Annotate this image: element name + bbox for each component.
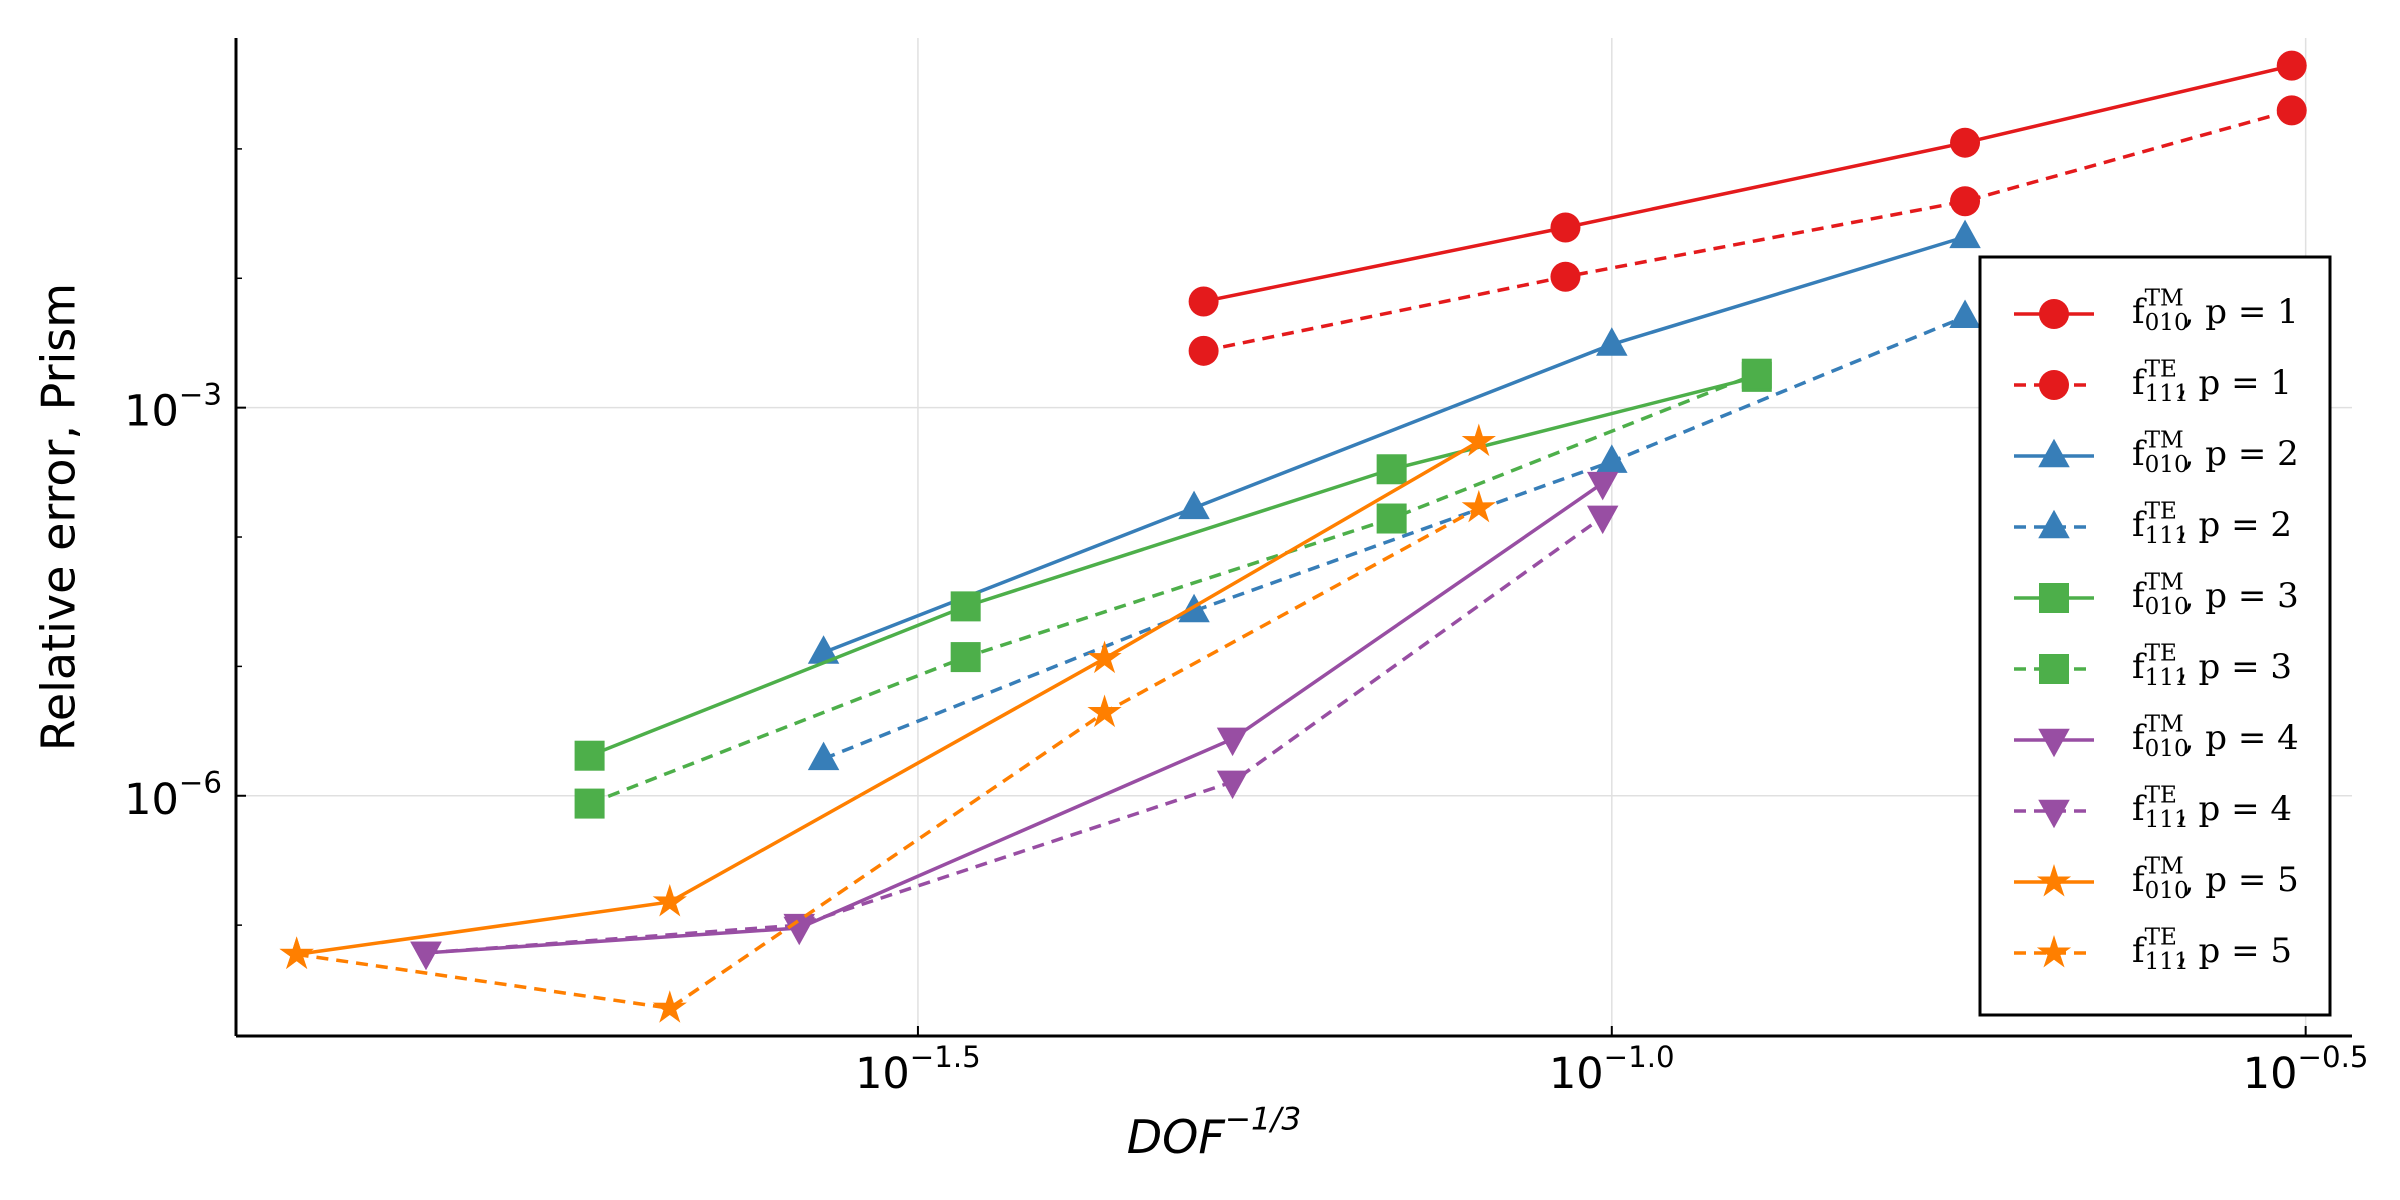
- marker: [1586, 505, 1619, 535]
- y-axis-label: Relative error, Prism: [32, 283, 86, 751]
- marker: [1178, 490, 1210, 520]
- marker: [2038, 509, 2070, 539]
- marker: [807, 741, 840, 771]
- marker: [2039, 583, 2069, 613]
- x-tick-label: 10−1.0: [1549, 1039, 1675, 1098]
- marker: [574, 788, 605, 819]
- series-line: [822, 235, 1966, 655]
- series-line: [1203, 108, 2293, 353]
- marker: [2276, 95, 2307, 126]
- marker: [1741, 358, 1772, 389]
- series-line: [296, 506, 1480, 1011]
- marker: [1461, 489, 1496, 523]
- marker: [1596, 327, 1628, 356]
- marker: [279, 936, 314, 969]
- marker: [2038, 438, 2070, 468]
- legend-label: f010TM, p = 2: [2132, 428, 2299, 478]
- marker: [950, 591, 981, 622]
- legend-label: f010TM, p = 4: [2132, 712, 2299, 762]
- marker: [2038, 799, 2070, 829]
- legend-label: f111TE, p = 2: [2132, 499, 2292, 549]
- marker: [2039, 299, 2069, 329]
- y-tick-label: 10−6: [124, 765, 222, 824]
- legend-label: f010TM, p = 3: [2132, 570, 2299, 620]
- series-line: [588, 375, 1758, 758]
- marker: [574, 740, 605, 771]
- marker: [1950, 127, 1981, 158]
- marker: [1950, 186, 1981, 217]
- legend-label: f111TE, p = 4: [2132, 783, 2292, 833]
- marker: [2036, 864, 2072, 897]
- marker: [2039, 654, 2069, 684]
- marker: [1216, 727, 1249, 757]
- marker: [1550, 261, 1581, 292]
- series-line: [1203, 63, 2293, 304]
- legend-label: f111TE, p = 5: [2132, 925, 2292, 975]
- marker: [1461, 423, 1496, 457]
- series-line: [425, 515, 1604, 955]
- series-line: [588, 372, 1758, 806]
- marker: [807, 635, 840, 664]
- marker: [1087, 694, 1122, 728]
- marker: [1188, 286, 1219, 317]
- marker: [2036, 935, 2072, 968]
- x-axis-label: DOF−1/3: [1127, 1102, 1302, 1164]
- marker: [950, 642, 981, 673]
- marker: [2276, 50, 2307, 81]
- marker: [410, 941, 442, 971]
- legend-label: f111TE, p = 3: [2132, 641, 2292, 691]
- marker: [1949, 219, 1981, 249]
- marker: [1376, 503, 1407, 534]
- series-line: [822, 315, 1966, 761]
- legend-label: f010TM, p = 5: [2132, 854, 2299, 904]
- marker: [652, 883, 687, 917]
- series-line: [296, 440, 1480, 957]
- marker: [1596, 444, 1628, 473]
- marker: [2039, 370, 2069, 400]
- marker: [1550, 212, 1581, 243]
- marker: [1949, 299, 1981, 329]
- marker: [652, 990, 687, 1023]
- marker: [1087, 640, 1122, 674]
- marker: [1376, 454, 1407, 485]
- x-tick-label: 10−1.5: [855, 1039, 981, 1098]
- x-tick-label: 10−0.5: [2243, 1039, 2369, 1098]
- marker: [1188, 335, 1219, 366]
- marker: [2038, 728, 2070, 758]
- marker: [1586, 471, 1619, 501]
- y-tick-label: 10−3: [124, 377, 222, 436]
- legend-label: f111TE, p = 1: [2132, 357, 2292, 407]
- marker: [1216, 770, 1249, 800]
- marker: [783, 913, 815, 943]
- legend-label: f010TM, p = 1: [2132, 286, 2299, 336]
